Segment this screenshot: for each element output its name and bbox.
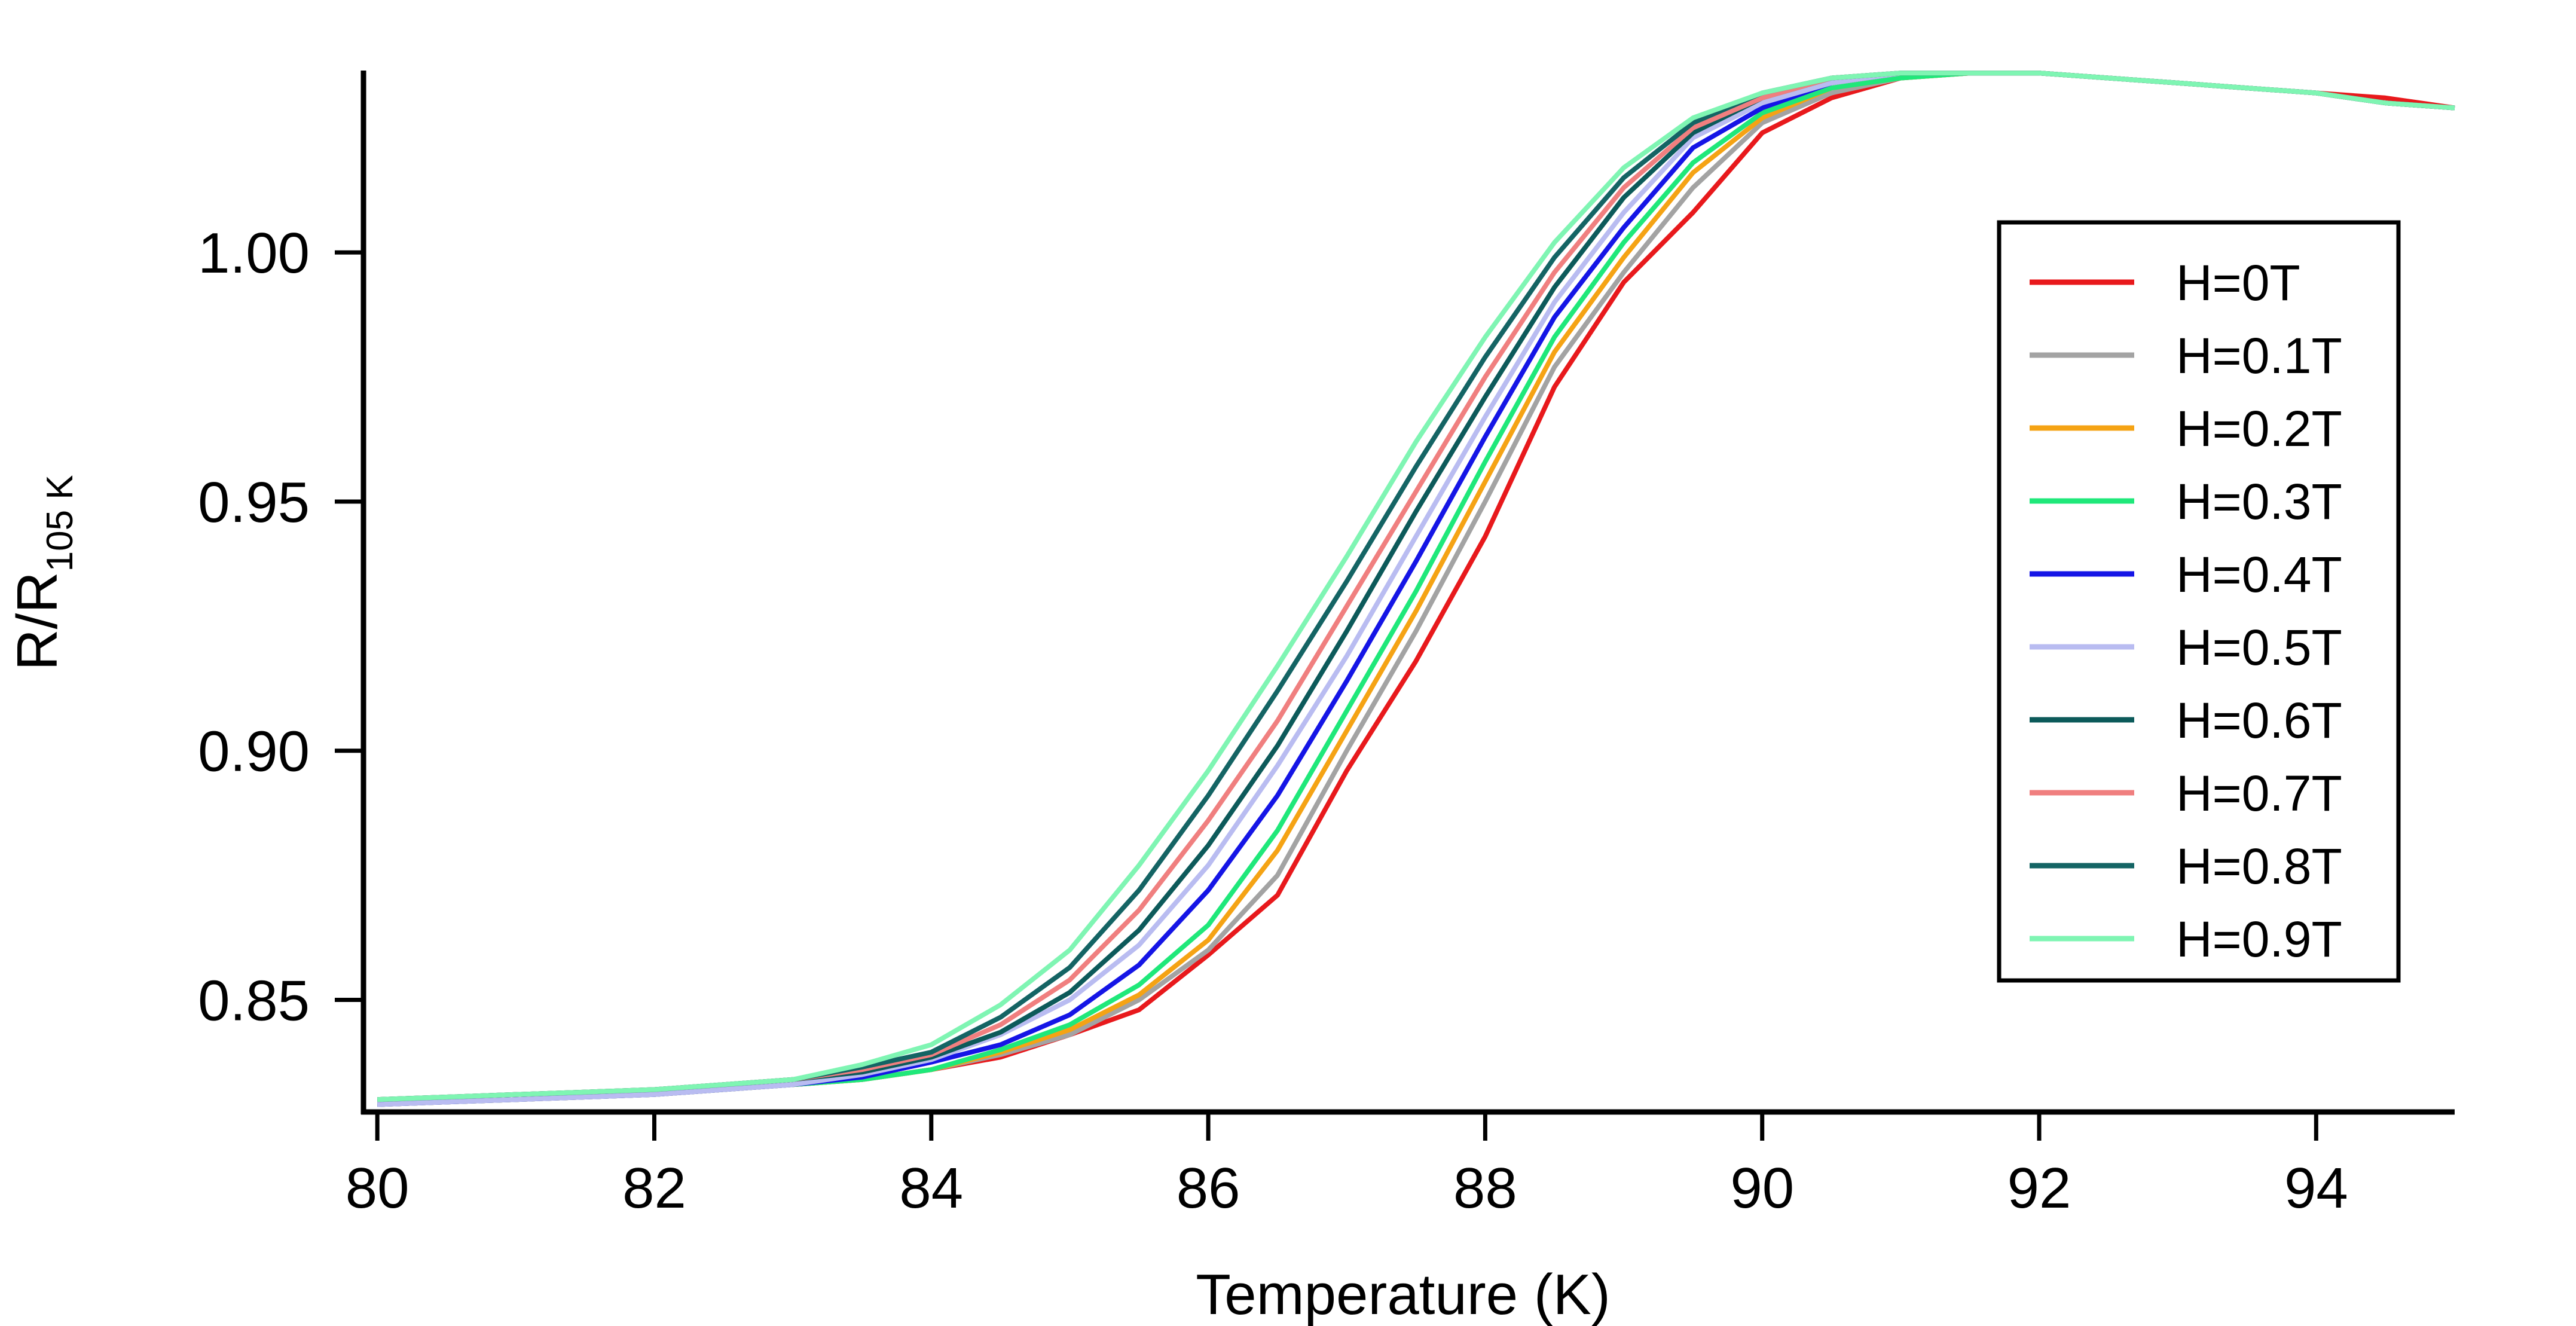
y-axis-title-subscript: 105 K	[39, 475, 81, 572]
x-tick-label: 86	[1177, 1156, 1240, 1220]
x-tick-label: 90	[1730, 1156, 1794, 1220]
legend-label: H=0T	[2176, 255, 2300, 311]
x-tick-label: 84	[899, 1156, 963, 1220]
axes-group: 80 82 84 86 88 90 92 94 0.85 0.90 0.95 1.00	[198, 71, 2455, 1220]
x-axis-title: Temperature (K)	[1196, 1263, 1611, 1326]
legend-label: H=0.1T	[2176, 328, 2342, 384]
x-ticks-group: 80 82 84 86 88 90 92 94	[346, 1112, 2348, 1220]
legend-label: H=0.7T	[2176, 765, 2342, 821]
y-axis-title: R/R105 K	[5, 475, 81, 670]
legend-label: H=0.9T	[2176, 911, 2342, 967]
legend-label: H=0.6T	[2176, 692, 2342, 748]
x-tick-label: 82	[622, 1156, 686, 1220]
y-tick-label: 0.90	[198, 720, 310, 784]
legend-label: H=0.2T	[2176, 401, 2342, 457]
legend-label: H=0.4T	[2176, 546, 2342, 603]
y-tick-label: 0.85	[198, 968, 310, 1032]
y-tick-label: 0.95	[198, 470, 310, 534]
y-axis-title-main: R/R	[5, 572, 69, 670]
legend-label: H=0.5T	[2176, 619, 2342, 676]
y-ticks-group: 0.85 0.90 0.95 1.00	[198, 221, 363, 1032]
series-line-h-0-9t	[377, 71, 2455, 1102]
y-tick-label: 1.00	[198, 221, 310, 285]
legend-label: H=0.8T	[2176, 838, 2342, 894]
x-tick-label: 94	[2284, 1156, 2348, 1220]
legend-label: H=0.3T	[2176, 473, 2342, 530]
x-tick-label: 88	[1453, 1156, 1517, 1220]
legend: H=0T H=0.1T H=0.2T H=0.3T H=0.4T H=0.5T H=0.6T…	[1997, 220, 2401, 983]
plot-series-group	[377, 71, 2455, 1107]
legend-box	[1997, 220, 2401, 983]
x-tick-label: 80	[346, 1156, 410, 1220]
x-tick-label: 92	[2007, 1156, 2071, 1220]
